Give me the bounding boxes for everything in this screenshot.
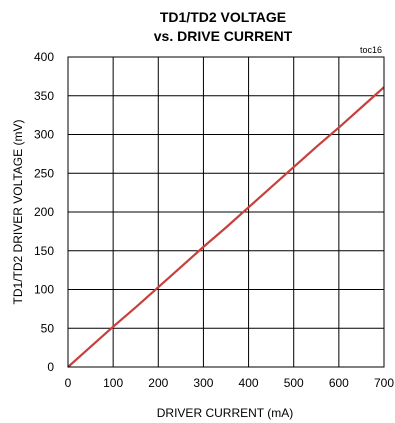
y-tick-label: 50 (41, 321, 55, 335)
series-line (67, 86, 385, 368)
y-tick-labels: 0 50 100 150 200 250 300 350 400 (34, 50, 54, 374)
x-tick-label: 400 (239, 376, 259, 390)
series-layer (67, 86, 385, 368)
x-tick-labels: 0 100 200 300 400 500 600 700 (65, 376, 395, 390)
figure-id-label: toc16 (360, 45, 382, 55)
y-tick-label: 250 (34, 166, 54, 180)
chart-title-line-2: vs. DRIVE CURRENT (154, 28, 293, 44)
x-tick-label: 100 (103, 376, 123, 390)
y-tick-label: 150 (34, 244, 54, 258)
x-tick-label: 600 (329, 376, 349, 390)
plot-frame (67, 56, 385, 368)
y-tick-label: 0 (47, 360, 54, 374)
x-tick-label: 700 (374, 376, 394, 390)
grid-lines (67, 56, 385, 368)
y-tick-label: 100 (34, 283, 54, 297)
y-tick-label: 300 (34, 128, 54, 142)
chart-title-line-1: TD1/TD2 VOLTAGE (160, 9, 286, 25)
x-axis-title: DRIVER CURRENT (mA) (157, 406, 293, 420)
y-tick-label: 200 (34, 205, 54, 219)
y-tick-label: 400 (34, 50, 54, 64)
x-tick-label: 500 (284, 376, 304, 390)
x-tick-label: 300 (193, 376, 213, 390)
x-tick-label: 200 (148, 376, 168, 390)
x-tick-label: 0 (65, 376, 72, 390)
y-tick-label: 350 (34, 89, 54, 103)
y-axis-title: TD1/TD2 DRIVER VOLTAGE (mV) (11, 120, 25, 305)
